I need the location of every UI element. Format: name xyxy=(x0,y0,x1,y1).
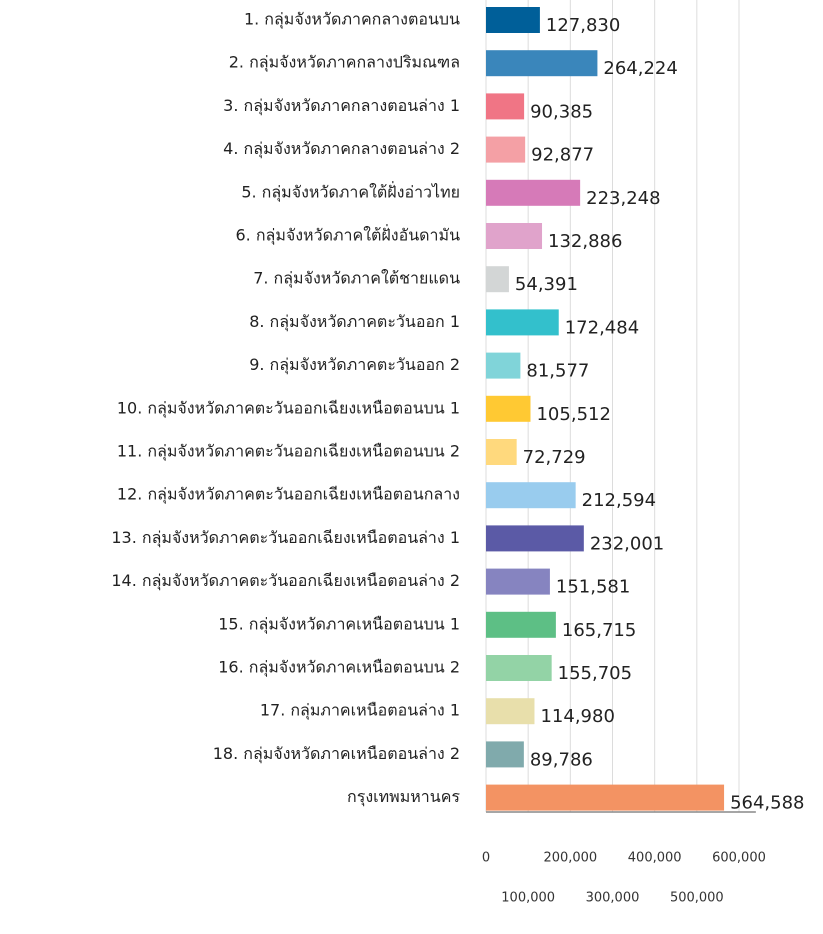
category-label: 14. กลุ่มจังหวัดภาคตะวันออกเฉียงเหนือตอน… xyxy=(111,571,460,591)
bar xyxy=(486,741,524,768)
bar xyxy=(486,50,598,77)
category-label: 17. กลุ่มภาคเหนือตอนล่าง 1 xyxy=(260,701,460,721)
bar xyxy=(486,93,525,120)
value-label: 223,248 xyxy=(586,188,660,209)
value-label: 54,391 xyxy=(515,274,578,295)
value-label: 155,705 xyxy=(558,663,632,684)
bar xyxy=(486,395,531,422)
category-label: 4. กลุ่มจังหวัดภาคกลางตอนล่าง 2 xyxy=(223,139,460,159)
category-label: 7. กลุ่มจังหวัดภาคใต้ชายแดน xyxy=(253,269,460,289)
value-label: 114,980 xyxy=(540,706,614,727)
category-label: 18. กลุ่มจังหวัดภาคเหนือตอนล่าง 2 xyxy=(213,744,460,764)
bar xyxy=(486,7,540,33)
bar xyxy=(486,352,521,379)
category-label: 5. กลุ่มจังหวัดภาคใต้ฝั่งอ่าวไทย xyxy=(241,180,460,202)
bar xyxy=(486,698,535,725)
x-tick-label: 300,000 xyxy=(586,891,640,906)
category-label: 11. กลุ่มจังหวัดภาคตะวันออกเฉียงเหนือตอน… xyxy=(117,442,460,462)
value-label: 89,786 xyxy=(530,749,593,770)
x-tick-label: 200,000 xyxy=(543,851,597,866)
bar xyxy=(486,136,526,163)
bar xyxy=(486,525,584,552)
category-label: 6. กลุ่มจังหวัดภาคใต้ฝั่งอันดามัน xyxy=(235,224,460,246)
value-label: 132,886 xyxy=(548,231,622,252)
x-tick-label: 400,000 xyxy=(628,851,682,866)
value-label: 172,484 xyxy=(565,317,639,338)
x-tick-label: 100,000 xyxy=(501,891,555,906)
value-label: 232,001 xyxy=(590,533,664,554)
category-label: 8. กลุ่มจังหวัดภาคตะวันออก 1 xyxy=(249,312,460,332)
category-label: กรุงเทพมหานคร xyxy=(347,787,460,807)
value-label: 151,581 xyxy=(556,577,630,598)
value-label: 264,224 xyxy=(603,58,677,79)
category-label: 2. กลุ่มจังหวัดภาคกลางปริมณฑล xyxy=(229,53,460,73)
value-label: 165,715 xyxy=(562,620,636,641)
category-label: 1. กลุ่มจังหวัดภาคกลางตอนบน xyxy=(244,10,460,30)
category-label: 13. กลุ่มจังหวัดภาคตะวันออกเฉียงเหนือตอน… xyxy=(111,528,460,548)
value-label: 81,577 xyxy=(526,361,589,382)
x-tick-label: 0 xyxy=(482,851,490,866)
value-label: 212,594 xyxy=(582,490,656,511)
category-label: 9. กลุ่มจังหวัดภาคตะวันออก 2 xyxy=(249,355,460,375)
value-label: 105,512 xyxy=(536,404,610,425)
value-label: 72,729 xyxy=(523,447,586,468)
bar xyxy=(486,223,543,249)
category-label: 16. กลุ่มจังหวัดภาคเหนือตอนบน 2 xyxy=(218,658,460,678)
value-label: 92,877 xyxy=(531,145,594,166)
category-label: 3. กลุ่มจังหวัดภาคกลางตอนล่าง 1 xyxy=(223,96,460,116)
bar xyxy=(486,611,556,638)
category-label: 15. กลุ่มจังหวัดภาคเหนือตอนบน 1 xyxy=(218,614,460,634)
bar xyxy=(486,784,725,811)
bar xyxy=(486,266,509,293)
bar xyxy=(486,309,559,336)
value-label: 564,588 xyxy=(730,793,804,814)
category-label: 10. กลุ่มจังหวัดภาคตะวันออกเฉียงเหนือตอน… xyxy=(117,398,460,418)
value-label: 90,385 xyxy=(530,101,593,122)
value-label: 127,830 xyxy=(546,15,620,36)
category-label: 12. กลุ่มจังหวัดภาคตะวันออกเฉียงเหนือตอน… xyxy=(117,485,460,505)
bar xyxy=(486,482,576,509)
x-tick-label: 500,000 xyxy=(670,891,724,906)
bar xyxy=(486,439,517,465)
bar xyxy=(486,568,550,595)
x-tick-label: 600,000 xyxy=(712,851,766,866)
bar xyxy=(486,655,552,681)
bar xyxy=(486,179,581,206)
